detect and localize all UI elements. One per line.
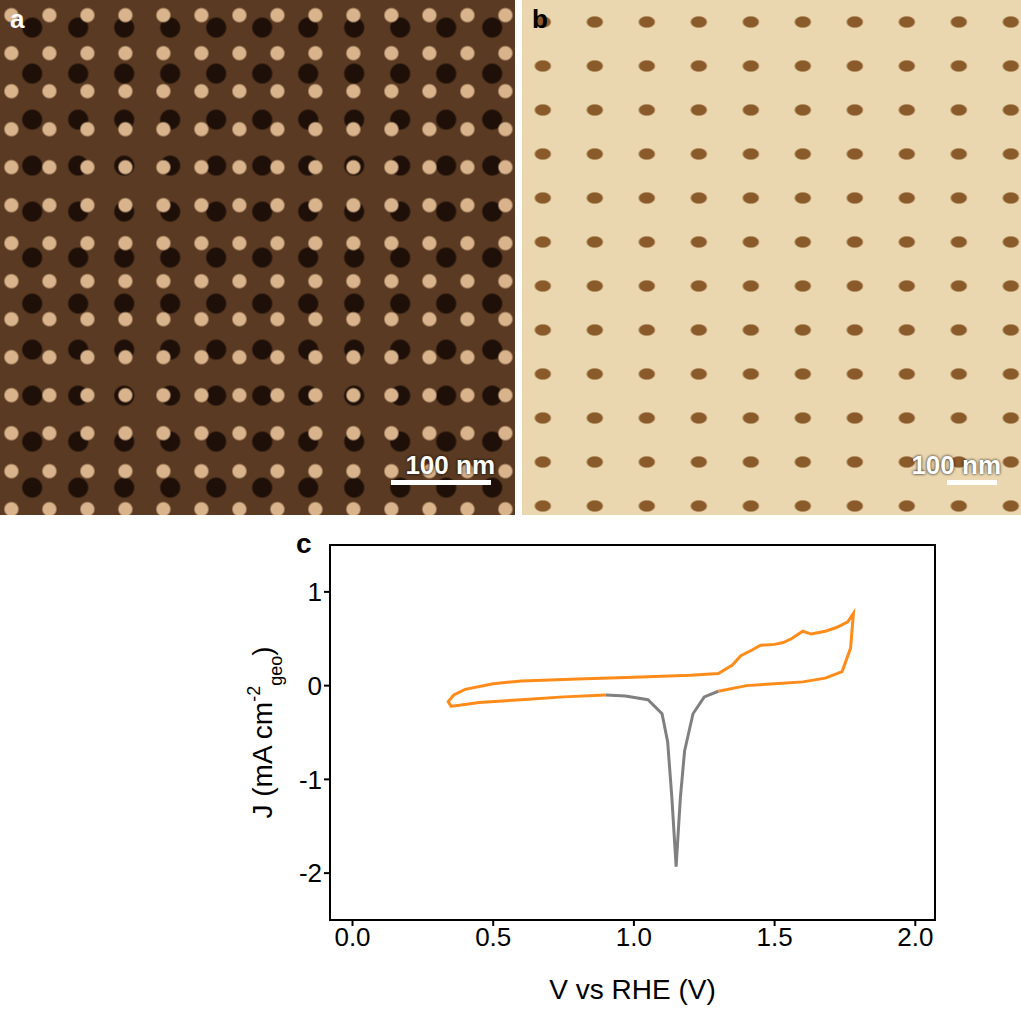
html-text:a: a bbox=[10, 4, 25, 34]
svg-text:-2: -2 bbox=[299, 858, 322, 888]
svg-text:1.0: 1.0 bbox=[616, 922, 652, 952]
svg-text:-1: -1 bbox=[299, 765, 322, 795]
svg-text:1.5: 1.5 bbox=[757, 922, 793, 952]
svg-text:J (mA cm-2geo): J (mA cm-2geo) bbox=[244, 646, 286, 818]
html-text:100 nm: 100 nm bbox=[911, 450, 1001, 480]
html-text:c: c bbox=[296, 528, 312, 559]
svg-text:0.5: 0.5 bbox=[475, 922, 511, 952]
html-text:b: b bbox=[532, 4, 548, 34]
svg-text:V vs RHE (V): V vs RHE (V) bbox=[549, 974, 715, 1005]
svg-text:2.0: 2.0 bbox=[897, 922, 933, 952]
svg-text:0: 0 bbox=[308, 671, 322, 701]
svg-text:1: 1 bbox=[308, 577, 322, 607]
svg-text:0.0: 0.0 bbox=[334, 922, 370, 952]
html-text:100 nm: 100 nm bbox=[405, 450, 495, 480]
